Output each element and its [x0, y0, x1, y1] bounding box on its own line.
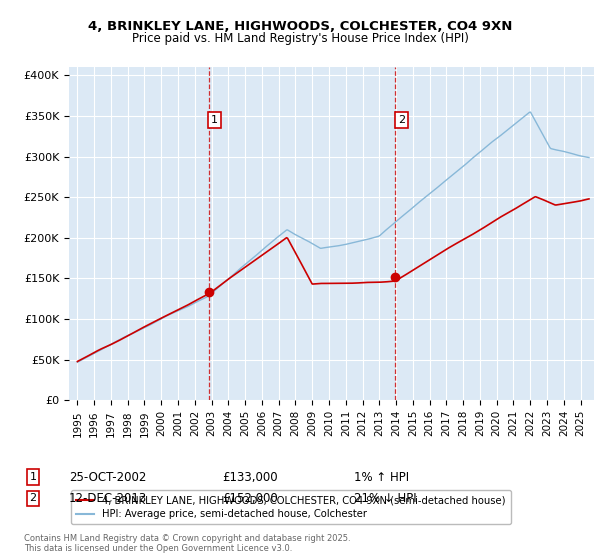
Text: 1% ↑ HPI: 1% ↑ HPI	[354, 470, 409, 484]
Text: 2: 2	[398, 115, 405, 125]
Text: £152,000: £152,000	[222, 492, 278, 505]
Text: 12-DEC-2013: 12-DEC-2013	[69, 492, 147, 505]
Text: Contains HM Land Registry data © Crown copyright and database right 2025.
This d: Contains HM Land Registry data © Crown c…	[24, 534, 350, 553]
Text: 1: 1	[211, 115, 218, 125]
Text: 21% ↓ HPI: 21% ↓ HPI	[354, 492, 416, 505]
Text: Price paid vs. HM Land Registry's House Price Index (HPI): Price paid vs. HM Land Registry's House …	[131, 32, 469, 45]
Text: £133,000: £133,000	[222, 470, 278, 484]
Text: 2: 2	[29, 493, 37, 503]
Legend: 4, BRINKLEY LANE, HIGHWOODS, COLCHESTER, CO4 9XN (semi-detached house), HPI: Ave: 4, BRINKLEY LANE, HIGHWOODS, COLCHESTER,…	[71, 491, 511, 524]
Text: 4, BRINKLEY LANE, HIGHWOODS, COLCHESTER, CO4 9XN: 4, BRINKLEY LANE, HIGHWOODS, COLCHESTER,…	[88, 20, 512, 32]
Text: 1: 1	[29, 472, 37, 482]
Text: 25-OCT-2002: 25-OCT-2002	[69, 470, 146, 484]
